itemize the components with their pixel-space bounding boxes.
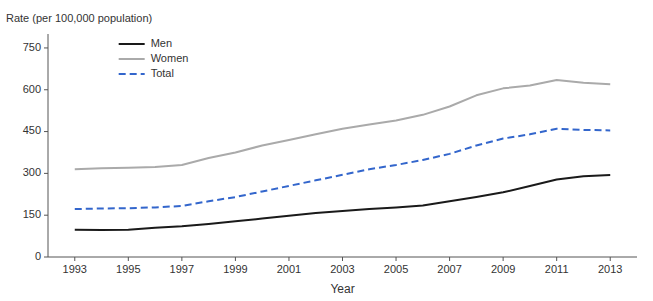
- chart-container: 0 150 300 450 600 750 1993 1995 1997 1999 2001 2003…: [0, 0, 653, 301]
- x-tick-label: 1993: [63, 263, 87, 275]
- y-tick: [44, 173, 48, 174]
- x-tick: [449, 257, 450, 261]
- legend-label: Men: [151, 37, 172, 49]
- x-tick-label: 1997: [170, 263, 194, 275]
- chart-svg: 0 150 300 450 600 750 1993 1995 1997 1999 2001 2003…: [0, 0, 653, 301]
- y-tick-label: 0: [35, 250, 41, 262]
- legend: Men Women Total: [119, 37, 189, 79]
- y-axis-label: Rate (per 100,000 population): [6, 12, 152, 24]
- legend-swatch: [119, 58, 145, 60]
- x-tick: [181, 257, 182, 261]
- x-tick: [396, 257, 397, 261]
- y-axis-line: [48, 34, 49, 257]
- x-tick: [74, 257, 75, 261]
- legend-label: Women: [151, 52, 189, 64]
- y-tick: [44, 257, 48, 258]
- series-group: [75, 80, 610, 230]
- x-tick: [503, 257, 504, 261]
- x-tick-label: 2011: [545, 263, 569, 275]
- x-tick-label: 1999: [223, 263, 247, 275]
- x-tick-label: 2007: [437, 263, 461, 275]
- x-tick-label: 2013: [598, 263, 622, 275]
- y-tick: [44, 89, 48, 90]
- series-line: [75, 80, 610, 169]
- x-tick: [342, 257, 343, 261]
- x-tick: [235, 257, 236, 261]
- y-tick: [44, 131, 48, 132]
- x-tick: [556, 257, 557, 261]
- x-tick-label: 2003: [330, 263, 354, 275]
- y-tick-label: 150: [23, 208, 41, 220]
- background: [0, 0, 653, 301]
- y-tick: [44, 215, 48, 216]
- y-tick-label: 300: [23, 166, 41, 178]
- series-line: [75, 175, 610, 230]
- x-tick: [128, 257, 129, 261]
- y-tick: [44, 47, 48, 48]
- y-tick-label: 750: [23, 41, 41, 53]
- x-tick: [610, 257, 611, 261]
- y-tick-label: 600: [23, 83, 41, 95]
- series-line: [75, 129, 610, 209]
- x-tick-label: 2005: [384, 263, 408, 275]
- legend-label: Total: [151, 67, 174, 79]
- x-tick-label: 2001: [277, 263, 301, 275]
- x-tick-label: 1995: [116, 263, 140, 275]
- y-tick-label: 450: [23, 124, 41, 136]
- x-tick: [288, 257, 289, 261]
- x-tick-label: 2009: [491, 263, 515, 275]
- legend-swatch: [119, 73, 145, 75]
- legend-swatch: [119, 43, 145, 45]
- x-axis-label: Year: [330, 282, 354, 296]
